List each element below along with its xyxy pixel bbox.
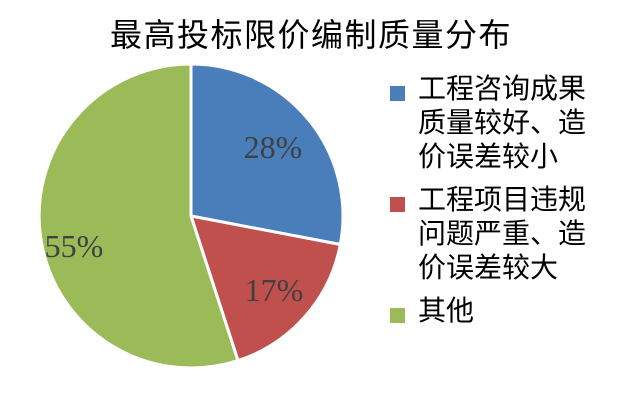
legend-swatch-1 [390,86,405,101]
legend-label-1: 工程咨询成果质量较好、造价误差较小 [418,74,587,173]
legend-swatch-2 [390,197,405,212]
slice-label-3: 55% [45,228,104,264]
pie-slice-3 [37,62,240,370]
pie-slice-2 [188,214,343,363]
legend-item-2: 工程项目违规问题严重、造价误差较大 [390,184,590,286]
pie-slice-1 [189,62,345,247]
legend-item-3: 其他 [390,295,590,329]
legend-label-2: 工程项目违规问题严重、造价误差较大 [418,185,587,284]
legend-item-1: 工程咨询成果质量较好、造价误差较小 [390,73,590,175]
slice-label-1: 28% [244,129,303,165]
slice-label-2: 17% [245,272,304,308]
legend-label-3: 其他 [418,296,475,327]
legend: 工程咨询成果质量较好、造价误差较小 工程项目违规问题严重、造价误差较大其他 [390,73,590,338]
chart-title: 最高投标限价编制质量分布 [109,17,512,53]
legend-swatch-3 [390,308,405,323]
